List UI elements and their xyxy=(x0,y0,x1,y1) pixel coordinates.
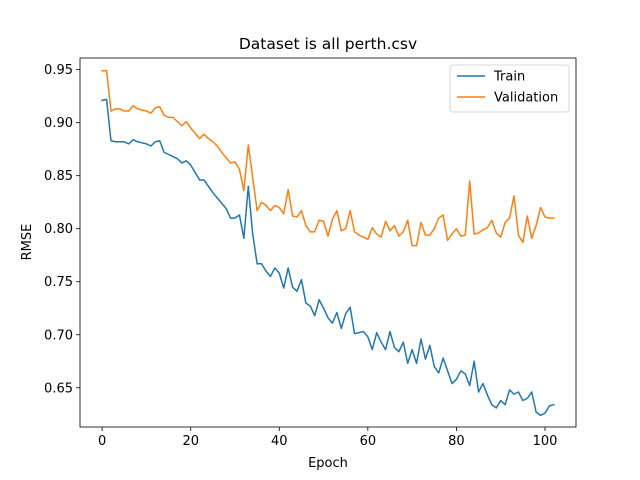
x-tick-label: 0 xyxy=(98,434,106,449)
y-tick-label: 0.75 xyxy=(44,275,73,290)
y-tick-label: 0.90 xyxy=(44,116,73,131)
x-tick-label: 80 xyxy=(448,434,465,449)
y-tick-label: 0.70 xyxy=(44,328,73,343)
series-lines xyxy=(101,69,555,417)
x-tick-label: 40 xyxy=(271,434,288,449)
y-tick-label: 0.95 xyxy=(44,63,73,78)
x-axis-ticks: 0 20 40 60 80 100 xyxy=(98,427,557,449)
legend: Train Validation xyxy=(449,64,570,113)
y-axis-ticks: 0.65 0.70 0.75 0.80 0.85 0.90 0.95 xyxy=(44,63,80,396)
plot-area-background xyxy=(80,58,576,427)
series-line-validation xyxy=(101,69,555,247)
y-tick-label: 0.85 xyxy=(44,169,73,184)
x-tick-label: 60 xyxy=(360,434,377,449)
chart-title: Dataset is all perth.csv xyxy=(239,35,417,53)
x-axis-label: Epoch xyxy=(308,456,348,471)
plot-area-frame xyxy=(79,57,577,428)
series-line-train xyxy=(101,98,555,417)
y-tick-label: 0.65 xyxy=(44,381,73,396)
legend-train-label: Train xyxy=(493,70,525,85)
x-tick-label: 20 xyxy=(182,434,199,449)
y-tick-label: 0.80 xyxy=(44,222,73,237)
x-tick-label: 100 xyxy=(533,434,558,449)
legend-validation-label: Validation xyxy=(494,91,558,106)
y-axis-label: RMSE xyxy=(20,224,35,261)
